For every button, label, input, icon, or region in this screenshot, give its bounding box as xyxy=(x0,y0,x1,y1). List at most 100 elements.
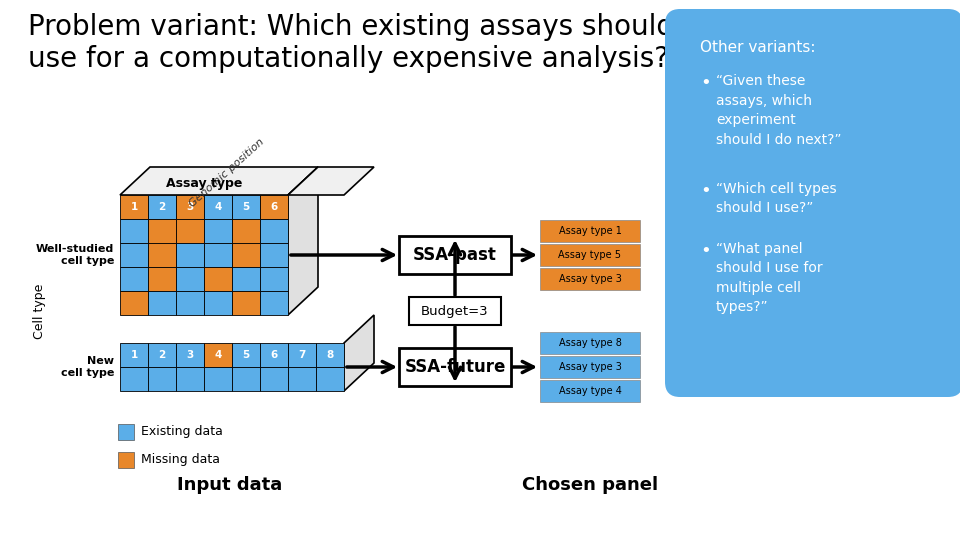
Text: SSA-past: SSA-past xyxy=(413,246,497,264)
Text: Genomic position: Genomic position xyxy=(187,137,266,209)
Bar xyxy=(288,367,316,391)
Bar xyxy=(148,195,176,219)
Bar xyxy=(204,243,232,267)
Text: Well-studied
cell type: Well-studied cell type xyxy=(36,244,114,266)
Bar xyxy=(148,343,176,367)
Polygon shape xyxy=(120,167,318,195)
FancyBboxPatch shape xyxy=(409,297,501,325)
Text: “What panel
should I use for
multiple cell
types?”: “What panel should I use for multiple ce… xyxy=(716,242,823,314)
Text: 2: 2 xyxy=(158,202,166,212)
Bar xyxy=(260,219,288,243)
Bar xyxy=(204,267,232,291)
Text: 7: 7 xyxy=(299,350,305,360)
Bar xyxy=(176,291,204,315)
Text: 3: 3 xyxy=(186,350,194,360)
Bar xyxy=(120,343,148,367)
Bar xyxy=(120,243,148,267)
Text: Cell type: Cell type xyxy=(34,284,46,339)
Bar xyxy=(232,291,260,315)
Text: •: • xyxy=(700,182,710,200)
Text: 8: 8 xyxy=(326,350,334,360)
Bar xyxy=(540,332,640,354)
Bar xyxy=(176,367,204,391)
Text: 4: 4 xyxy=(214,350,222,360)
Text: •: • xyxy=(700,74,710,92)
Bar xyxy=(118,452,134,468)
Text: 1: 1 xyxy=(131,202,137,212)
Text: 3: 3 xyxy=(186,202,194,212)
Bar xyxy=(120,219,148,243)
Bar xyxy=(148,267,176,291)
Text: 1: 1 xyxy=(131,350,137,360)
Text: Problem variant: Which existing assays should you: Problem variant: Which existing assays s… xyxy=(28,13,733,41)
Bar xyxy=(260,267,288,291)
Bar xyxy=(204,343,232,367)
Bar xyxy=(176,243,204,267)
Bar xyxy=(204,195,232,219)
Bar xyxy=(148,243,176,267)
Bar xyxy=(204,367,232,391)
Bar xyxy=(316,343,344,367)
Bar xyxy=(540,220,640,242)
Text: Assay type 8: Assay type 8 xyxy=(559,338,621,348)
Bar xyxy=(204,291,232,315)
Bar xyxy=(120,267,148,291)
Text: Input data: Input data xyxy=(178,476,282,494)
Bar xyxy=(148,367,176,391)
Bar xyxy=(540,268,640,290)
Bar xyxy=(232,219,260,243)
Bar xyxy=(260,343,288,367)
Bar xyxy=(120,367,148,391)
Text: Existing data: Existing data xyxy=(141,426,223,438)
Text: Budget=3: Budget=3 xyxy=(421,305,489,318)
Text: 2: 2 xyxy=(158,350,166,360)
Bar xyxy=(260,195,288,219)
Bar xyxy=(232,243,260,267)
Text: 5: 5 xyxy=(242,350,250,360)
Bar xyxy=(204,219,232,243)
Bar xyxy=(232,367,260,391)
Bar xyxy=(232,343,260,367)
Bar xyxy=(176,219,204,243)
Text: Missing data: Missing data xyxy=(141,454,220,467)
Bar xyxy=(540,356,640,378)
Bar xyxy=(232,267,260,291)
Text: 4: 4 xyxy=(214,202,222,212)
Text: Assay type: Assay type xyxy=(166,177,242,190)
Text: Assay type 4: Assay type 4 xyxy=(559,386,621,396)
Bar xyxy=(288,343,316,367)
Text: SSA-future: SSA-future xyxy=(404,358,506,376)
Bar xyxy=(260,291,288,315)
Bar xyxy=(540,244,640,266)
Bar xyxy=(176,267,204,291)
Polygon shape xyxy=(288,167,318,315)
Polygon shape xyxy=(344,315,374,391)
FancyBboxPatch shape xyxy=(399,236,511,274)
Text: Chosen panel: Chosen panel xyxy=(522,476,658,494)
Bar xyxy=(260,367,288,391)
Bar xyxy=(540,380,640,402)
Text: use for a computationally expensive analysis?: use for a computationally expensive anal… xyxy=(28,45,669,73)
Text: Assay type 5: Assay type 5 xyxy=(559,250,621,260)
Bar xyxy=(118,424,134,440)
Text: 6: 6 xyxy=(271,350,277,360)
Text: 6: 6 xyxy=(271,202,277,212)
Bar xyxy=(260,243,288,267)
Text: Other variants:: Other variants: xyxy=(700,40,815,55)
Bar xyxy=(120,195,148,219)
Text: Assay type 3: Assay type 3 xyxy=(559,362,621,372)
Bar xyxy=(232,195,260,219)
Text: Assay type 3: Assay type 3 xyxy=(559,274,621,284)
Bar xyxy=(120,291,148,315)
Text: •: • xyxy=(700,242,710,260)
Bar xyxy=(176,343,204,367)
Bar xyxy=(176,195,204,219)
FancyBboxPatch shape xyxy=(665,9,960,397)
FancyBboxPatch shape xyxy=(399,348,511,386)
Text: “Which cell types
should I use?”: “Which cell types should I use?” xyxy=(716,182,836,215)
Text: New
cell type: New cell type xyxy=(60,356,114,378)
Bar xyxy=(316,367,344,391)
Bar xyxy=(148,291,176,315)
Bar xyxy=(148,219,176,243)
Text: Assay type 1: Assay type 1 xyxy=(559,226,621,236)
